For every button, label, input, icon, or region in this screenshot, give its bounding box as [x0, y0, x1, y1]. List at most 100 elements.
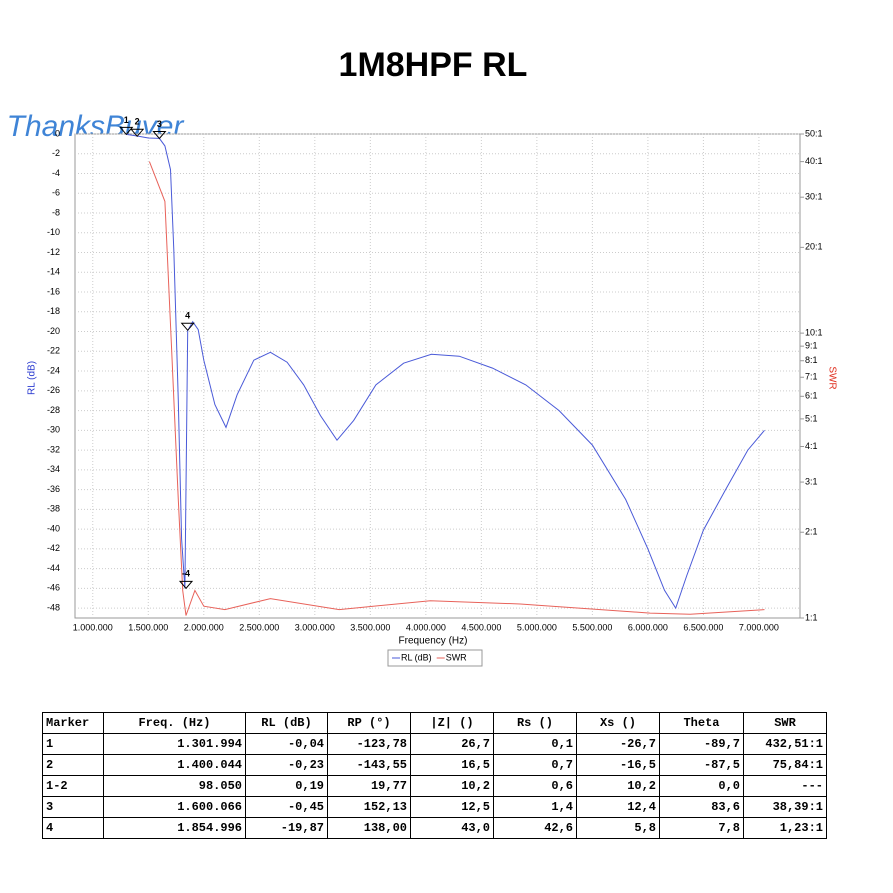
y-tick-label: -16	[47, 286, 60, 296]
y-tick-label: -48	[47, 602, 60, 612]
table-cell: 152,13	[327, 796, 411, 818]
x-axis-label: Frequency (Hz)	[399, 636, 468, 647]
table-cell: 5,8	[576, 817, 660, 839]
y2-tick-label: 30:1	[805, 192, 823, 202]
y-tick-label: -6	[52, 188, 60, 198]
marker-label: 2	[135, 117, 140, 127]
table-cell: -0,04	[245, 733, 328, 755]
table-cell: 12,5	[410, 796, 494, 818]
table-cell: 0,6	[493, 775, 577, 797]
y-tick-label: -46	[47, 583, 60, 593]
x-tick-label: 3.000.000	[295, 622, 335, 632]
table-header-row: Marker Freq. (Hz) RL (dB) RP (°) |Z| () Rs ()…	[42, 712, 827, 734]
marker	[178, 580, 194, 590]
table-cell: 42,6	[493, 817, 577, 839]
marker-label: -4	[182, 569, 190, 579]
table-cell: 1.600.066	[103, 796, 246, 818]
x-tick-label: 4.500.000	[461, 622, 501, 632]
marker	[130, 128, 145, 138]
legend-label: RL (dB)	[401, 652, 432, 662]
marker-label: 1	[124, 115, 129, 125]
y-tick-label: -14	[47, 267, 60, 277]
x-tick-label: 2.500.000	[239, 622, 279, 632]
x-tick-label: 4.000.000	[406, 622, 446, 632]
table-cell: 0,7	[493, 754, 577, 776]
table-cell: 7,8	[659, 817, 744, 839]
table-cell: 1.854.996	[103, 817, 246, 839]
table-cell: 3	[42, 796, 104, 818]
legend-box	[387, 649, 483, 667]
y-tick-label: -12	[47, 247, 60, 257]
y2-tick-label: 8:1	[805, 355, 818, 365]
table-cell: 98.050	[103, 775, 246, 797]
table-cell: 10,2	[410, 775, 494, 797]
y-tick-label: -20	[47, 326, 60, 336]
marker	[180, 322, 195, 332]
table-header-cell: RP (°)	[327, 712, 411, 734]
table-cell: 75,84:1	[743, 754, 827, 776]
table-row: 4 1.854.996 -19,87 138,00 43,0 42,6 5,8 7,8 1,23…	[42, 817, 827, 839]
y-tick-label: -10	[47, 227, 60, 237]
table-cell: 1.400.044	[103, 754, 246, 776]
table-header-cell: Rs ()	[493, 712, 577, 734]
x-tick-label: 6.500.000	[683, 622, 723, 632]
y2-tick-label: 40:1	[805, 156, 823, 166]
y2-tick-label: 3:1	[805, 476, 818, 486]
marker-label: 3	[157, 119, 162, 129]
marker-label: 4	[185, 311, 190, 321]
y-tick-label: -32	[47, 444, 60, 454]
table-cell: 138,00	[327, 817, 411, 839]
y-tick-label: 0	[55, 128, 60, 138]
y-tick-label: -18	[47, 306, 60, 316]
table-cell: 1,23:1	[743, 817, 827, 839]
table-cell: 0,1	[493, 733, 577, 755]
table-header-cell: Theta	[659, 712, 744, 734]
table-cell: 1	[42, 733, 104, 755]
y2-tick-label: 10:1	[805, 327, 823, 337]
table-row: 2 1.400.044 -0,23 -143,55 16,5 0,7 -16,5 -87,5 7…	[42, 754, 827, 776]
table-header-cell: Freq. (Hz)	[103, 712, 246, 734]
x-tick-label: 5.500.000	[572, 622, 612, 632]
chart: 1M8HPF RL ThanksBuyer Frequency (Hz) RL …	[7, 46, 837, 667]
y-tick-label: -26	[47, 385, 60, 395]
y-tick-label: -22	[47, 346, 60, 356]
y2-tick-label: 5:1	[805, 413, 818, 423]
table-cell: 26,7	[410, 733, 494, 755]
table-row: 3 1.600.066 -0,45 152,13 12,5 1,4 12,4 83,6 38,3…	[42, 796, 827, 818]
y-tick-label: -42	[47, 543, 60, 553]
table-cell: -123,78	[327, 733, 411, 755]
table-cell: 16,5	[410, 754, 494, 776]
table-cell: 38,39:1	[743, 796, 827, 818]
marker	[119, 126, 134, 136]
x-tick-label: 3.500.000	[350, 622, 390, 632]
y-tick-label: -34	[47, 464, 60, 474]
table-row: 1-2 98.050 0,19 19,77 10,2 0,6 10,2 0,0 ---	[42, 775, 827, 797]
x-tick-label: 1.000.000	[73, 622, 113, 632]
table-cell: 83,6	[659, 796, 744, 818]
table-row: 1 1.301.994 -0,04 -123,78 26,7 0,1 -26,7 -89,7 4…	[42, 733, 827, 755]
y-tick-label: -36	[47, 484, 60, 494]
table-header-cell: RL (dB)	[245, 712, 328, 734]
y-tick-label: -8	[52, 207, 60, 217]
y2-tick-label: 2:1	[805, 527, 818, 537]
table-cell: 2	[42, 754, 104, 776]
y2-tick-label: 50:1	[805, 128, 823, 138]
table-cell: -16,5	[576, 754, 660, 776]
table-cell: 1,4	[493, 796, 577, 818]
table-cell: -143,55	[327, 754, 411, 776]
table-cell: ---	[743, 775, 827, 797]
x-tick-label: 1.500.000	[128, 622, 168, 632]
table-cell: 10,2	[576, 775, 660, 797]
table-header-cell: |Z| ()	[410, 712, 494, 734]
y2-axis-label: SWR	[826, 366, 837, 389]
y2-tick-label: 9:1	[805, 341, 818, 351]
y-tick-label: -28	[47, 405, 60, 415]
y-tick-label: -2	[52, 148, 60, 158]
table-cell: 1.301.994	[103, 733, 246, 755]
chart-title: 1M8HPF RL	[339, 46, 528, 84]
y-tick-label: -30	[47, 425, 60, 435]
series-line	[126, 133, 765, 610]
x-tick-label: 5.000.000	[517, 622, 557, 632]
y2-tick-label: 20:1	[805, 242, 823, 252]
